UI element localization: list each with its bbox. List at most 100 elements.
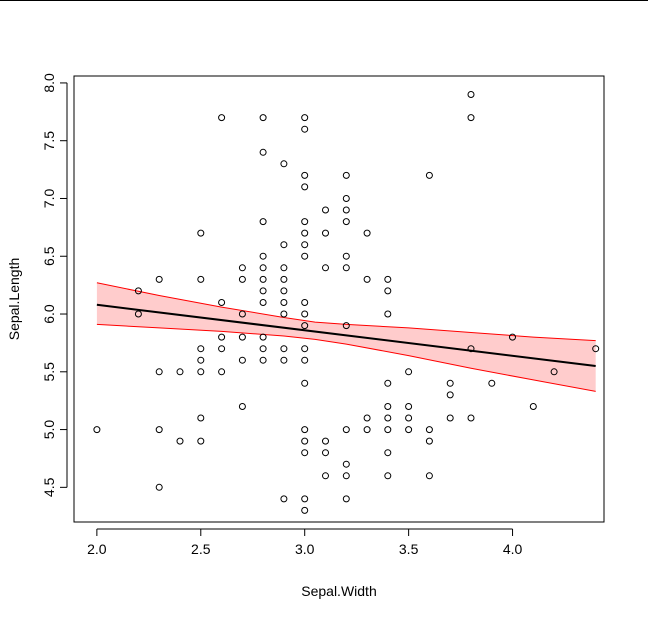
data-point [301, 310, 309, 318]
data-point [342, 218, 350, 226]
data-point [301, 322, 309, 330]
data-point [259, 345, 267, 353]
x-axis-title: Sepal.Width [301, 583, 376, 599]
y-axis: 4.5 5.0 5.5 6.0 6.5 7.0 7.5 8.0 [41, 73, 68, 497]
data-point [446, 414, 454, 422]
data-point [280, 495, 288, 503]
x-tick-label: 2.0 [87, 541, 107, 557]
data-point [384, 414, 392, 422]
data-point [425, 472, 433, 480]
data-point [259, 252, 267, 260]
data-point [259, 148, 267, 156]
y-tick-label: 7.5 [41, 131, 57, 151]
data-point [301, 356, 309, 364]
data-point [259, 114, 267, 122]
data-point [425, 426, 433, 434]
y-tick-label: 6.5 [41, 246, 57, 266]
data-point [301, 379, 309, 387]
data-point [197, 368, 205, 376]
data-point [342, 426, 350, 434]
y-tick-label: 6.0 [41, 304, 57, 324]
data-point [467, 91, 475, 98]
data-point [301, 506, 309, 514]
data-point [342, 472, 350, 480]
data-point [259, 333, 267, 341]
data-point [301, 437, 309, 445]
data-point [218, 333, 226, 341]
data-point [259, 275, 267, 283]
data-point [384, 403, 392, 410]
y-tick-label: 5.5 [41, 362, 57, 382]
data-point [301, 252, 309, 260]
data-point [342, 322, 350, 330]
data-point [322, 449, 329, 457]
data-point [301, 229, 309, 237]
data-point [259, 287, 267, 295]
data-point [259, 299, 267, 306]
data-point [301, 125, 309, 133]
data-point [342, 195, 350, 202]
confidence-band [96, 282, 596, 392]
data-point [301, 299, 309, 306]
data-point [342, 460, 350, 468]
data-point [301, 114, 309, 122]
data-point [446, 379, 454, 387]
data-point [238, 333, 246, 341]
data-point [280, 310, 288, 318]
data-point [592, 345, 600, 353]
band-upper-edge [96, 282, 596, 342]
data-point [342, 495, 350, 503]
data-point [322, 437, 329, 445]
data-point [280, 287, 288, 295]
data-point [425, 171, 433, 179]
data-point [488, 379, 496, 387]
data-point [301, 218, 309, 226]
data-point [509, 333, 516, 341]
plot-frame [73, 75, 605, 523]
data-point [342, 264, 350, 272]
data-point [301, 171, 309, 179]
regression-line [96, 303, 596, 368]
y-tick-label: 4.5 [41, 477, 57, 497]
data-point [322, 264, 329, 272]
data-point [384, 310, 392, 318]
data-point [259, 218, 267, 226]
data-point [218, 345, 226, 353]
y-axis-title: Sepal.Length [6, 258, 22, 341]
y-tick-label: 8.0 [41, 73, 57, 93]
data-point [197, 437, 205, 445]
data-point [405, 403, 413, 410]
data-point [218, 368, 226, 376]
data-point [134, 310, 142, 318]
data-point [467, 114, 475, 122]
y-tick-label: 5.0 [41, 420, 57, 440]
data-point [197, 345, 205, 353]
data-point [238, 403, 246, 410]
data-point [197, 414, 205, 422]
data-point [363, 229, 371, 237]
data-point [259, 356, 267, 364]
data-point [301, 345, 309, 353]
data-point [405, 426, 413, 434]
data-point [301, 426, 309, 434]
data-point [238, 310, 246, 318]
data-point [280, 345, 288, 353]
data-point [322, 206, 329, 214]
x-tick-label: 3.5 [399, 541, 419, 557]
band-lower-edge [96, 323, 596, 392]
y-tick-label: 7.0 [41, 189, 57, 209]
data-point [218, 114, 226, 122]
data-point [134, 287, 142, 295]
data-point [259, 264, 267, 272]
data-point [301, 495, 309, 503]
data-point [425, 437, 433, 445]
data-point [197, 275, 205, 283]
data-point [446, 391, 454, 399]
data-point [342, 206, 350, 214]
data-point [550, 368, 558, 376]
data-point [405, 368, 413, 376]
data-point [218, 299, 226, 306]
data-point [301, 183, 309, 191]
data-point [280, 264, 288, 272]
